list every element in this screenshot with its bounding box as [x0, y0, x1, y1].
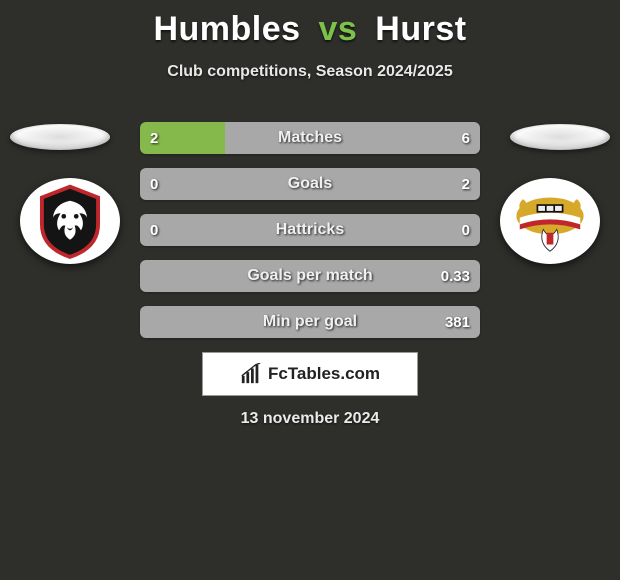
- branding-box: FcTables.com: [202, 352, 418, 396]
- stat-bar: Goals per match0.33: [140, 260, 480, 292]
- club-crest-left: [20, 178, 120, 264]
- stat-bar-right-segment: [140, 168, 480, 200]
- page-title: Humbles vs Hurst: [0, 0, 620, 49]
- stat-bar: Matches26: [140, 122, 480, 154]
- stat-bar: Min per goal381: [140, 306, 480, 338]
- club-crest-right: [500, 178, 600, 264]
- date-text: 13 november 2024: [0, 410, 620, 428]
- stat-bar: Hattricks00: [140, 214, 480, 246]
- player2-photo-placeholder: [510, 124, 610, 150]
- stat-bar-left-segment: [140, 122, 225, 154]
- stat-bar-right-segment: [140, 214, 480, 246]
- stat-bar-right-segment: [140, 260, 480, 292]
- stat-bar: Goals02: [140, 168, 480, 200]
- lion-head-icon: [31, 182, 109, 260]
- player2-name: Hurst: [375, 10, 466, 48]
- branding-text: FcTables.com: [268, 364, 380, 384]
- player1-photo-placeholder: [10, 124, 110, 150]
- stat-bars-container: Matches26 Goals02 Hattricks00 Goals per mat…: [140, 122, 480, 352]
- stat-bar-right-segment: [140, 306, 480, 338]
- vs-separator: vs: [318, 10, 357, 48]
- bar-chart-icon: [240, 363, 262, 385]
- stat-bar-right-segment: [225, 122, 480, 154]
- player1-name: Humbles: [153, 10, 300, 48]
- club-badge-icon: [508, 179, 592, 263]
- subtitle: Club competitions, Season 2024/2025: [0, 63, 620, 81]
